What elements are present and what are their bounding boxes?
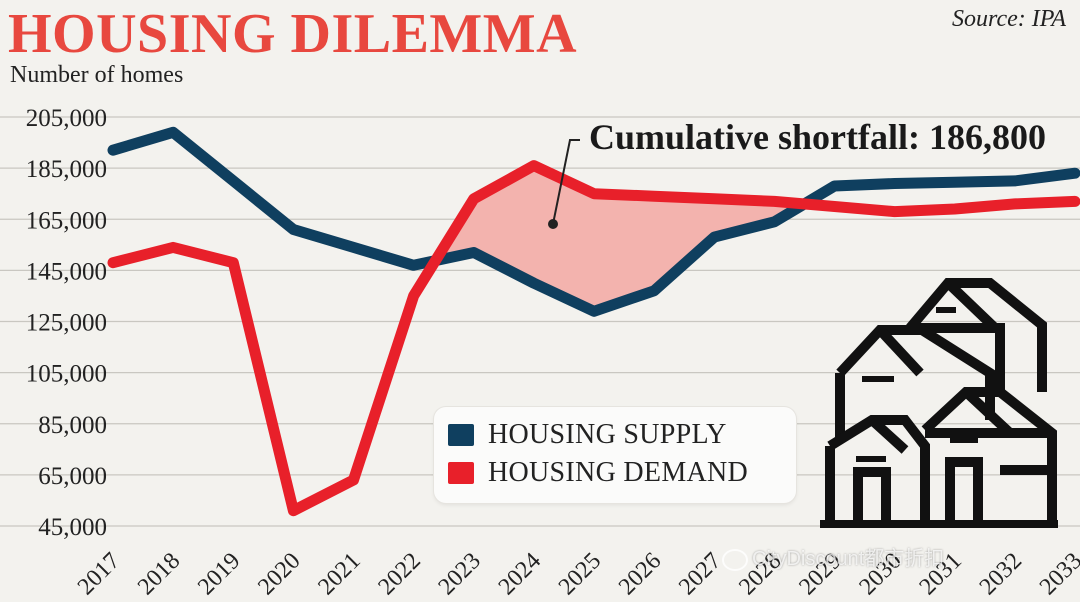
- y-axis-tick-labels: 205,000 185,000 165,000 145,000 125,000 105,0…: [26, 105, 107, 541]
- legend: HOUSING SUPPLY HOUSING DEMAND: [434, 407, 796, 503]
- x-tick-label: 2017: [73, 548, 125, 600]
- y-tick-label: 145,000: [26, 258, 107, 285]
- y-tick-label: 105,000: [26, 361, 107, 388]
- gridlines: [0, 116, 1080, 527]
- legend-swatch-demand: [448, 462, 474, 484]
- annotation-leader-line: [552, 139, 580, 225]
- legend-swatch-supply: [448, 424, 474, 446]
- housing-demand-line: [107, 160, 1080, 517]
- x-tick-label: 2025: [554, 548, 606, 600]
- y-tick-label: 165,000: [26, 207, 107, 234]
- x-tick-label: 2022: [374, 548, 426, 600]
- annotation-text: Cumulative shortfall: 186,800: [589, 117, 1046, 157]
- x-tick-label: 2020: [253, 548, 305, 600]
- y-tick-label: 45,000: [38, 514, 107, 541]
- x-tick-label: 2018: [133, 548, 185, 600]
- x-tick-label: 2027: [674, 548, 726, 600]
- houses-icon: [820, 278, 1058, 528]
- legend-label-demand: HOUSING DEMAND: [488, 457, 749, 488]
- x-tick-label: 2033: [1035, 548, 1080, 600]
- legend-item-supply: HOUSING SUPPLY: [448, 419, 727, 451]
- y-tick-label: 85,000: [38, 412, 107, 439]
- legend-label-supply: HOUSING SUPPLY: [488, 419, 727, 450]
- chart-title: HOUSING DILEMMA: [8, 3, 578, 65]
- source-credit: Source: IPA: [952, 6, 1066, 32]
- y-tick-label: 185,000: [26, 156, 107, 183]
- housing-supply-line: [107, 126, 1080, 317]
- shortfall-annotation: Cumulative shortfall: 186,800: [548, 117, 1046, 229]
- y-tick-label: 125,000: [26, 310, 107, 337]
- y-axis-label: Number of homes: [10, 62, 184, 88]
- x-tick-label: 2032: [975, 548, 1027, 600]
- watermark-text: CityDiscount都市折扣: [752, 548, 945, 570]
- y-tick-label: 205,000: [26, 105, 107, 132]
- x-tick-label: 2021: [313, 548, 365, 600]
- x-tick-label: 2019: [193, 548, 245, 600]
- y-tick-label: 65,000: [38, 463, 107, 490]
- x-tick-label: 2024: [494, 548, 546, 600]
- watermark: CityDiscount都市折扣: [722, 542, 944, 571]
- x-tick-label: 2026: [614, 548, 666, 600]
- wechat-icon: [722, 548, 748, 571]
- annotation-marker-dot: [548, 219, 558, 229]
- legend-item-demand: HOUSING DEMAND: [448, 457, 748, 489]
- x-tick-label: 2023: [434, 548, 486, 600]
